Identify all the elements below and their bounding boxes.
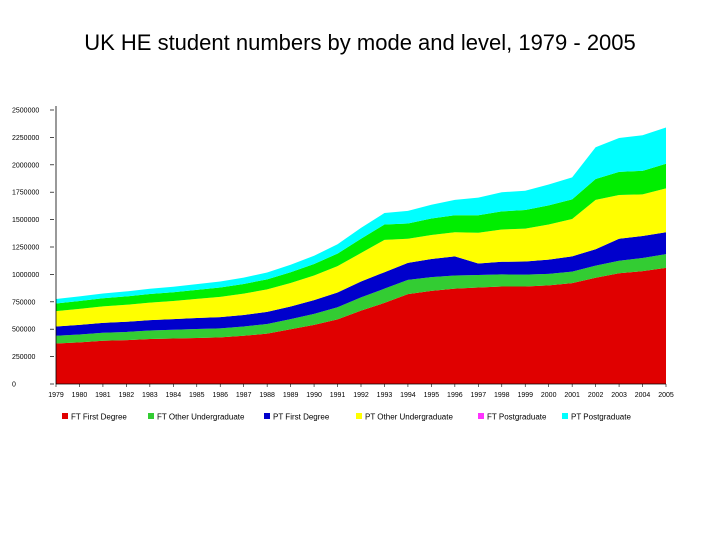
x-tick-label: 1997 (471, 392, 487, 399)
x-tick-label: 2001 (564, 392, 580, 399)
y-tick-label: 1000000 (12, 272, 39, 279)
areas-layer (56, 127, 666, 384)
x-tick-label: 1995 (424, 392, 440, 399)
legend-label-ft-postgraduate: FT Postgraduate (487, 413, 547, 422)
x-tick-label: 2003 (611, 392, 627, 399)
x-tick-label: 1987 (236, 392, 252, 399)
legend-swatch-pt-other-undergraduate (356, 413, 362, 419)
x-tick-label: 1992 (353, 392, 369, 399)
y-tick-label: 750000 (12, 299, 35, 306)
area-series-ft-first-degree (56, 267, 666, 384)
x-tick-label: 1994 (400, 392, 416, 399)
legend-label-pt-first-degree: PT First Degree (273, 413, 330, 422)
legend-swatch-ft-first-degree (62, 413, 68, 419)
area-series-unlabeled-5 (56, 163, 666, 312)
x-tick-label: 1988 (259, 392, 275, 399)
legend-label-ft-first-degree: FT First Degree (71, 413, 127, 422)
x-tick-label: 1986 (212, 392, 228, 399)
x-tick-label: 1979 (48, 392, 64, 399)
legend-swatch-pt-first-degree (264, 413, 270, 419)
y-tick-label: 2500000 (12, 108, 39, 115)
area-series-pt-first-degree (56, 232, 666, 336)
y-tick-label: 1250000 (12, 245, 39, 252)
legend: FT First Degree FT Other Undergraduate PT … (62, 413, 631, 422)
y-tick-label: 2000000 (12, 162, 39, 169)
y-tick-label: 1500000 (12, 217, 39, 224)
y-tick-label: 250000 (12, 354, 35, 361)
x-tick-label: 1998 (494, 392, 510, 399)
x-axis: 1979 1980 1981 1982 1983 1984 1985 1986 1987 1988… (48, 383, 674, 399)
x-tick-label: 1996 (447, 392, 463, 399)
x-tick-label: 2005 (658, 392, 674, 399)
x-tick-label: 1993 (377, 392, 393, 399)
x-tick-label: 1999 (517, 392, 533, 399)
x-tick-label: 1991 (330, 392, 346, 399)
chart-title: UK HE student numbers by mode and level,… (84, 30, 636, 55)
x-tick-label: 1990 (306, 392, 322, 399)
x-tick-label: 1989 (283, 392, 299, 399)
y-axis: 0 250000 500000 750000 1000000 1250000 1500000… (12, 106, 57, 389)
x-tick-label: 2004 (635, 392, 651, 399)
area-series-ft-other-undergraduate (56, 254, 666, 344)
legend-swatch-ft-other-undergraduate (148, 413, 154, 419)
area-series-pt-other-undergraduate (56, 188, 666, 327)
y-tick-label: 2250000 (12, 135, 39, 142)
legend-swatch-pt-postgraduate (562, 413, 568, 419)
x-tick-label: 2000 (541, 392, 557, 399)
legend-swatch-ft-postgraduate (478, 413, 484, 419)
area-series-pt-postgraduate (56, 127, 666, 304)
y-tick-label: 1750000 (12, 190, 39, 197)
y-tick-label: 500000 (12, 327, 35, 334)
x-tick-label: 1984 (166, 392, 182, 399)
legend-label-ft-other-undergraduate: FT Other Undergraduate (157, 413, 245, 422)
legend-label-pt-other-undergraduate: PT Other Undergraduate (365, 413, 453, 422)
x-tick-label: 1983 (142, 392, 158, 399)
x-tick-label: 1985 (189, 392, 205, 399)
legend-label-pt-postgraduate: PT Postgraduate (571, 413, 631, 422)
x-tick-label: 2002 (588, 392, 604, 399)
x-tick-label: 1981 (95, 392, 111, 399)
x-tick-label: 1980 (72, 392, 88, 399)
y-tick-label: 0 (12, 382, 16, 389)
x-tick-label: 1982 (119, 392, 135, 399)
